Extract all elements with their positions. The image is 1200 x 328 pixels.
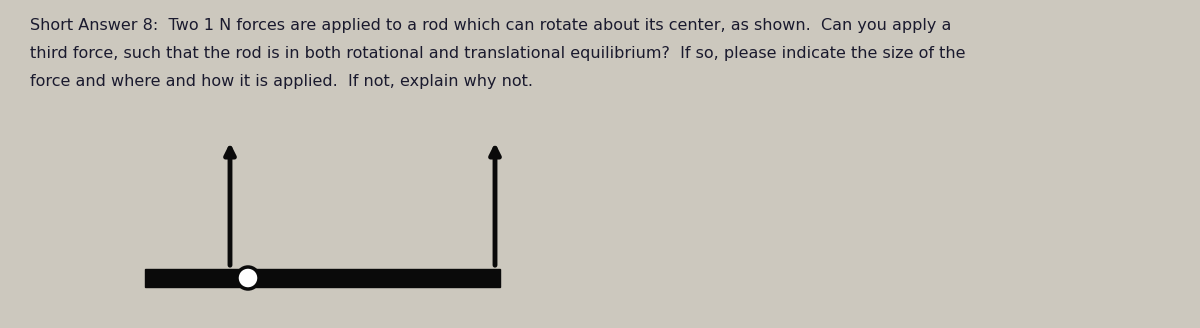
Bar bbox=[145, 269, 500, 287]
Text: force and where and how it is applied.  If not, explain why not.: force and where and how it is applied. I… bbox=[30, 74, 533, 89]
Text: third force, such that the rod is in both rotational and translational equilibri: third force, such that the rod is in bot… bbox=[30, 46, 966, 61]
Circle shape bbox=[238, 267, 259, 289]
Text: Short Answer 8:  Two 1 N forces are applied to a rod which can rotate about its : Short Answer 8: Two 1 N forces are appli… bbox=[30, 18, 952, 33]
